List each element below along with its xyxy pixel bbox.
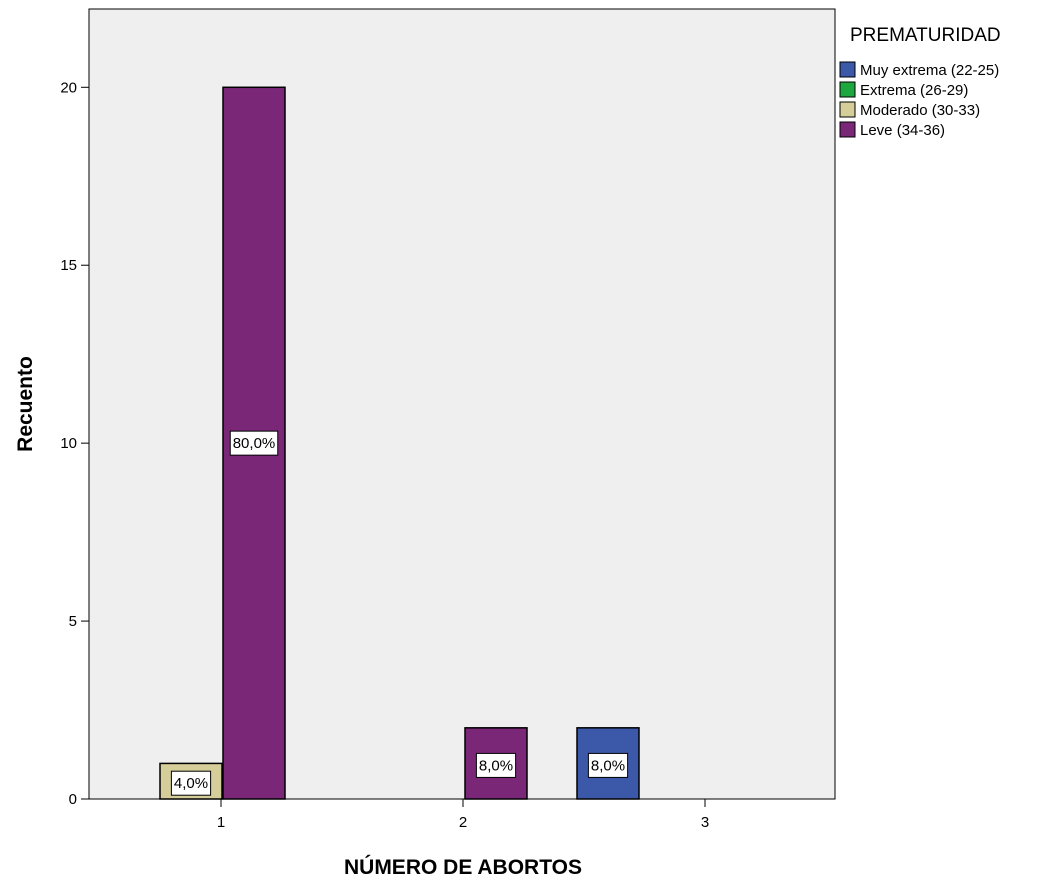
legend-label: Muy extrema (22-25) (860, 62, 999, 79)
y-tick-label: 10 (60, 435, 77, 452)
legend-swatch (839, 101, 856, 118)
data-label: 80,0% (233, 435, 276, 452)
y-tick-label: 0 (69, 791, 77, 808)
plot-area (88, 8, 836, 800)
data-label-box (587, 752, 629, 778)
y-axis-title: Recuento (14, 356, 37, 452)
legend-label: Moderado (30-33) (860, 102, 980, 119)
y-tick-label: 20 (60, 79, 77, 96)
legend-swatch (839, 61, 856, 78)
data-label-box (170, 770, 212, 796)
y-tick-label: 5 (69, 613, 77, 630)
legend-label: Leve (34-36) (860, 122, 945, 139)
data-labels: 8,0% 4,0% 80,0% 8,0% (170, 430, 629, 796)
y-tick-label: 15 (60, 257, 77, 274)
x-tick-label: 3 (701, 814, 709, 831)
legend: PREMATURIDAD Muy extrema (22-25) Extrema … (839, 25, 1001, 139)
data-label-box (229, 430, 279, 456)
legend-label: Extrema (26-29) (860, 82, 968, 99)
legend-items: Muy extrema (22-25) Extrema (26-29) Modera… (839, 61, 999, 139)
data-label: 8,0% (591, 757, 625, 774)
legend-title: PREMATURIDAD (850, 25, 1001, 46)
data-label: 8,0% (479, 757, 513, 774)
axis-ticks: 0 5 10 15 20 1 2 3 (60, 79, 709, 831)
data-label: 4,0% (174, 775, 208, 792)
data-label-box (475, 752, 517, 778)
x-axis-title: NÚMERO DE ABORTOS (344, 855, 582, 879)
legend-swatch (839, 121, 856, 138)
legend-swatch (839, 81, 856, 98)
x-tick-label: 1 (217, 814, 225, 831)
x-tick-label: 2 (459, 814, 467, 831)
